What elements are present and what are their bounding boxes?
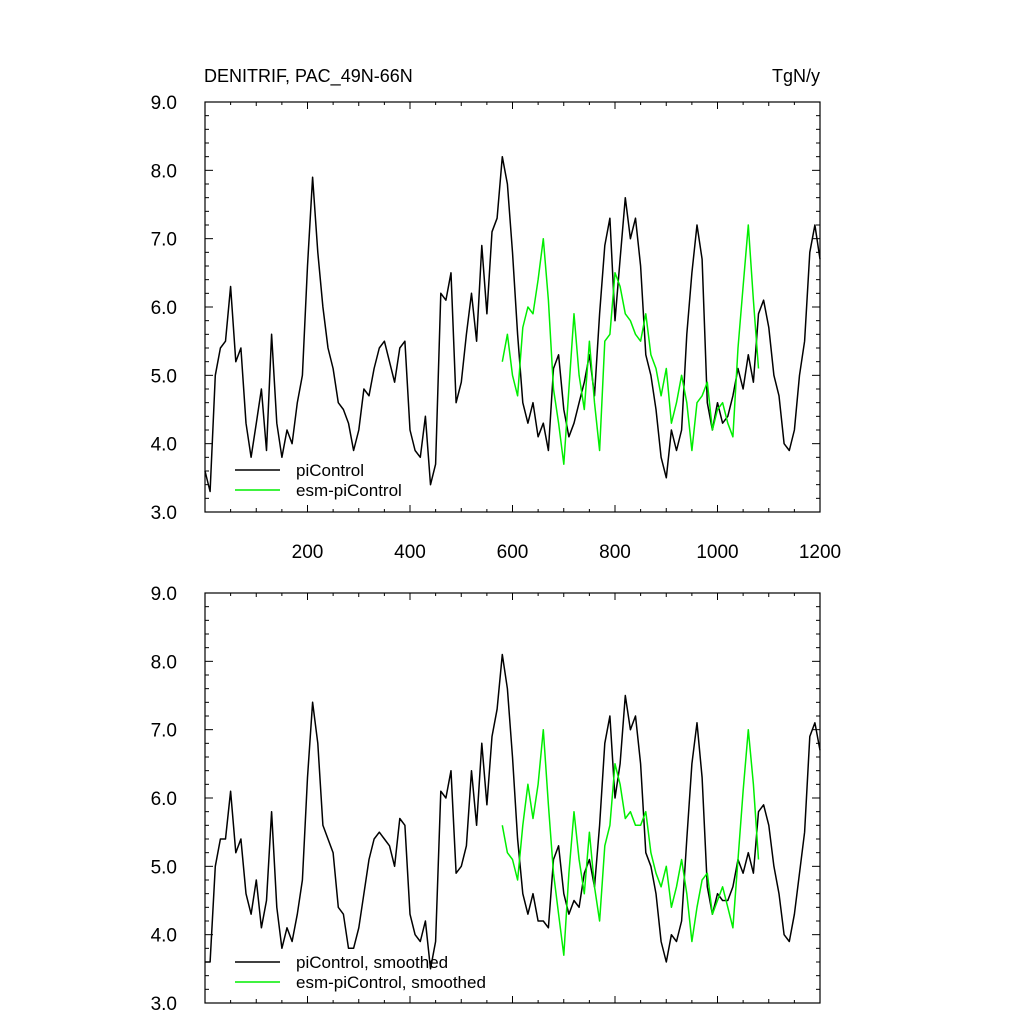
chart-title: DENITRIF, PAC_49N-66N — [204, 66, 413, 87]
bottom-legend-label-esm: esm-piControl, smoothed — [296, 973, 486, 992]
top-y-tick-label: 4.0 — [151, 435, 177, 456]
bottom-tick-group — [205, 592, 821, 1004]
bottom-legend: piControl, smoothed esm-piControl, smoot… — [235, 953, 486, 992]
top-x-tick-label: 400 — [394, 542, 426, 563]
top-x-tick-label: 600 — [497, 542, 529, 563]
top-x-tick-label: 1000 — [696, 542, 738, 563]
bottom-y-tick-label: 9.0 — [151, 584, 177, 605]
bottom-y-tick-label: 4.0 — [151, 926, 177, 947]
bottom-y-tick-label: 6.0 — [151, 789, 177, 810]
bottom-y-tick-labels: 3.0 4.0 5.0 6.0 7.0 8.0 9.0 — [151, 584, 177, 1015]
top-series-group — [204, 155, 821, 493]
top-y-tick-label: 5.0 — [151, 366, 177, 387]
bottom-legend-label-picontrol: piControl, smoothed — [296, 953, 448, 972]
top-y-tick-label: 7.0 — [151, 230, 177, 251]
bottom-series-line-picontrol — [205, 653, 821, 970]
bottom-y-tick-label: 3.0 — [151, 994, 177, 1015]
top-series-line-picontrol — [204, 155, 821, 493]
bottom-series-line-esm-picontrol — [501, 728, 760, 956]
top-panel: 3.0 4.0 5.0 6.0 7.0 8.0 9.0 200 400 600 800 1000 12… — [151, 93, 842, 563]
top-x-tick-label: 800 — [599, 542, 631, 563]
top-y-tick-label: 3.0 — [151, 503, 177, 524]
top-y-tick-labels: 3.0 4.0 5.0 6.0 7.0 8.0 9.0 — [151, 93, 177, 524]
top-legend-label-esm: esm-piControl — [296, 481, 402, 500]
top-x-tick-labels: 200 400 600 800 1000 1200 — [292, 542, 841, 563]
top-y-tick-label: 8.0 — [151, 161, 177, 182]
top-tick-group — [205, 101, 821, 513]
top-x-tick-label: 200 — [292, 542, 324, 563]
top-legend: piControl esm-piControl — [235, 461, 402, 500]
bottom-y-tick-label: 5.0 — [151, 857, 177, 878]
units-label: TgN/y — [772, 66, 820, 86]
top-x-tick-label: 1200 — [799, 542, 841, 563]
top-series-line-esm-picontrol — [501, 224, 760, 465]
bottom-y-tick-label: 7.0 — [151, 721, 177, 742]
bottom-series-group — [205, 653, 821, 970]
bottom-y-tick-label: 8.0 — [151, 652, 177, 673]
top-y-tick-label: 9.0 — [151, 93, 177, 114]
bottom-panel: 3.0 4.0 5.0 6.0 7.0 8.0 9.0 piControl, smoothe… — [151, 584, 821, 1015]
top-y-tick-label: 6.0 — [151, 298, 177, 319]
top-legend-label-picontrol: piControl — [296, 461, 364, 480]
